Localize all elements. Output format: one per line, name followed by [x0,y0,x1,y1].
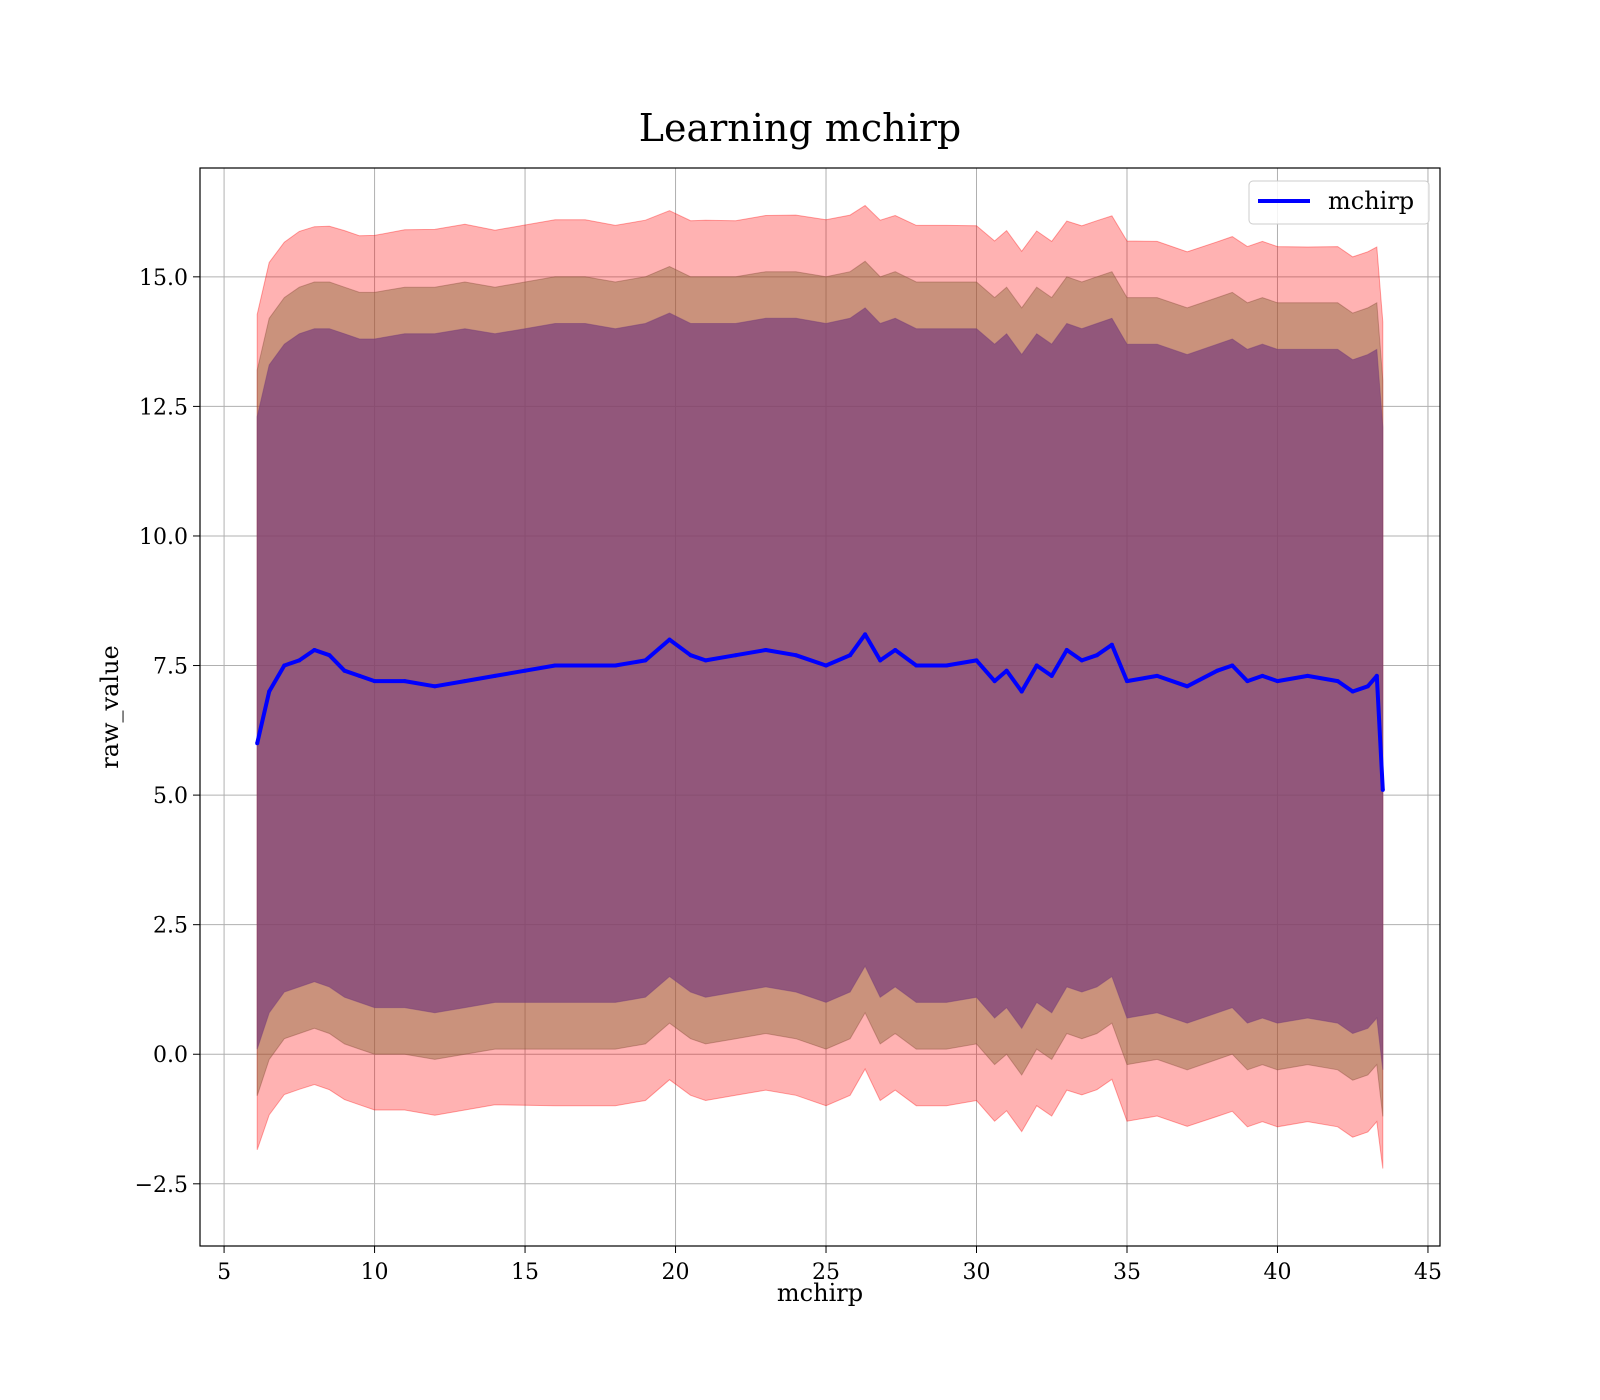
data-point [1380,787,1385,792]
data-point [1275,679,1280,684]
data-point [342,668,347,673]
data-point [703,658,708,663]
data-point [974,658,979,663]
data-point [1109,642,1114,647]
legend: mchirp [1248,180,1430,225]
data-point [893,648,898,652]
data-point [327,653,332,658]
data-point [1155,673,1160,678]
data-point [583,663,588,668]
data-point [1374,673,1379,678]
x-axis-label: mchirp [777,1279,863,1307]
data-point [267,689,272,694]
y-tick-label: 2.5 [153,914,188,939]
y-tick-label: 15.0 [139,266,188,291]
data-point [848,653,853,658]
data-point [688,653,693,658]
data-point [793,653,798,658]
x-tick-label: 10 [361,1260,389,1285]
data-point [255,741,260,746]
data-point [1034,663,1039,668]
confidence-band-inner [256,307,1384,1070]
data-point [1004,668,1009,673]
data-point [763,648,768,652]
data-point [1305,673,1310,678]
data-point [432,684,437,689]
data-point [1335,679,1340,684]
data-point [1079,658,1084,663]
data-point [312,648,317,652]
y-tick-label: 0.0 [153,1043,188,1068]
data-point [824,663,828,668]
y-tick-label: 10.0 [139,525,188,550]
y-tick-label: 12.5 [139,395,188,420]
tick-layer: 5 10 15 20 25 30 35 40 45 −2.5 0.0 2.5 5.0 7.5 10.0 12.… [135,266,1442,1285]
x-tick-label: 25 [812,1260,840,1285]
data-point [523,668,527,673]
y-axis-label: raw_value [96,645,124,769]
y-tick-label: 5.0 [153,784,188,809]
data-point [1365,684,1370,689]
plot-frame [199,167,1441,1247]
x-tick-label: 30 [963,1260,991,1285]
data-point [1049,673,1054,678]
data-point [1245,679,1250,684]
band-layer [256,204,1384,1169]
x-tick-label: 5 [217,1260,231,1285]
data-point [944,663,949,668]
data-point [493,673,497,678]
data-point [863,632,868,637]
data-point [1230,663,1235,668]
data-point [914,663,919,668]
data-point [357,673,362,678]
data-point [402,679,407,684]
legend-label-mchirp: mchirp [1328,187,1414,215]
data-point [1215,668,1220,673]
x-tick-label: 15 [511,1260,539,1285]
data-point [878,658,883,663]
data-point [733,653,738,658]
data-point [297,658,302,663]
y-tick-label: −2.5 [135,1173,188,1198]
data-point [613,663,618,668]
data-point [1064,648,1069,652]
x-tick-label: 35 [1113,1260,1141,1285]
data-point [1125,679,1129,684]
x-tick-label: 45 [1414,1260,1442,1285]
data-point [553,663,558,668]
data-point [992,679,997,684]
data-point [667,637,672,642]
data-point [1350,689,1355,694]
data-point [1185,684,1190,689]
x-tick-label: 20 [662,1260,690,1285]
data-point [643,658,648,663]
data-point [1094,653,1099,658]
legend-box [1248,180,1430,225]
data-point [1019,689,1024,694]
data-point [282,663,287,668]
data-point [462,679,467,684]
x-tick-label: 40 [1263,1260,1291,1285]
data-point [372,679,377,684]
line-layer [255,632,1385,792]
chart-title: Learning mchirp [639,106,961,150]
data-point [1260,673,1265,678]
y-tick-label: 7.5 [153,655,188,680]
